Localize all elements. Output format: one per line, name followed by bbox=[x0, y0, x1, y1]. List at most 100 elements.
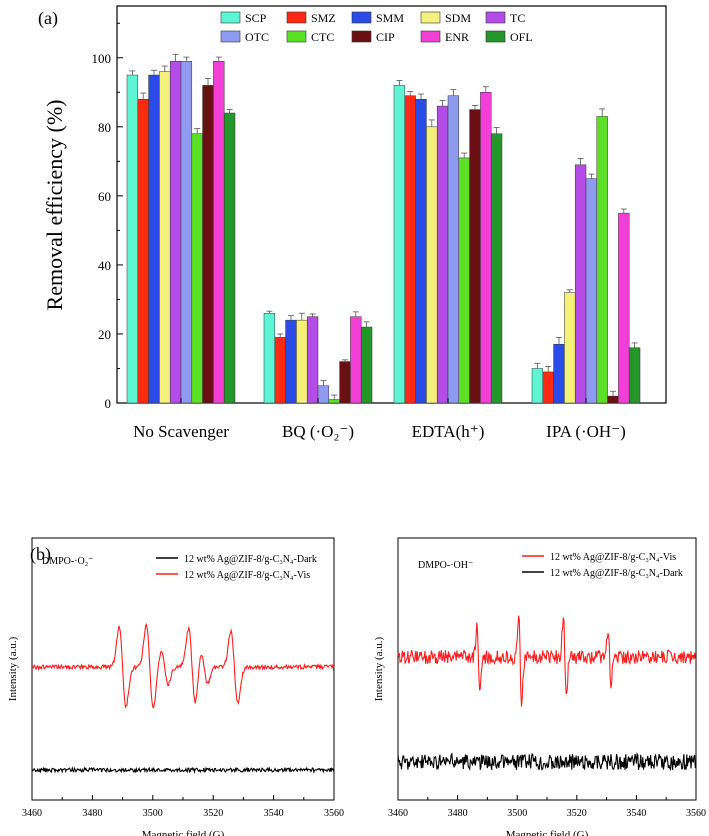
category-label: No Scavenger bbox=[133, 422, 229, 441]
legend-swatch-sdm bbox=[420, 11, 441, 24]
y-axis-title: Removal efficiency (%) bbox=[42, 100, 67, 311]
legend-label: CTC bbox=[311, 30, 334, 44]
bar-otc bbox=[585, 178, 598, 404]
bar-sdm bbox=[426, 126, 438, 404]
x-tick-label: 3500 bbox=[143, 808, 163, 819]
spectrum-dark bbox=[31, 766, 335, 774]
bar-scp bbox=[126, 74, 139, 404]
bar-scp bbox=[263, 312, 276, 404]
x-tick-label: 3520 bbox=[203, 808, 223, 819]
legend-label: OFL bbox=[510, 30, 533, 44]
legend-label: SMZ bbox=[311, 11, 336, 25]
x-tick-label: 3560 bbox=[324, 808, 344, 819]
bar-cip bbox=[607, 395, 619, 404]
legend-swatch-enr bbox=[420, 30, 441, 43]
bar-smz bbox=[542, 371, 554, 404]
bar-ctc bbox=[596, 116, 608, 404]
bar-scp bbox=[531, 368, 544, 404]
bar-tc bbox=[574, 164, 587, 404]
legend-swatch-tc bbox=[485, 11, 506, 24]
bar-otc bbox=[317, 385, 330, 404]
bar-smm bbox=[553, 344, 565, 404]
bar-cip bbox=[469, 109, 481, 404]
legend-label: SDM bbox=[445, 11, 471, 25]
y-tick-label: 0 bbox=[105, 396, 112, 411]
bar-ofl bbox=[223, 112, 236, 404]
x-tick-label: 3480 bbox=[448, 808, 468, 819]
bar-tc bbox=[436, 105, 449, 404]
legend-swatch-scp bbox=[220, 11, 241, 24]
x-tick-label: 3480 bbox=[82, 808, 102, 819]
legend-label: 12 wt% Ag@ZIF-8/g-C₃N₄-Dark bbox=[184, 554, 317, 565]
bar-sdm bbox=[296, 319, 308, 404]
bar-ctc bbox=[328, 399, 340, 404]
y-axis-title: Intensity (a.u.) bbox=[7, 636, 19, 701]
legend-label: SCP bbox=[245, 11, 267, 25]
legend-swatch-cip bbox=[351, 30, 372, 43]
bar-tc bbox=[169, 60, 182, 404]
legend-swatch-otc bbox=[220, 30, 241, 43]
bar-ofl bbox=[490, 133, 503, 404]
category-label: BQ (·O₂⁻) bbox=[282, 422, 354, 441]
bar-smz bbox=[274, 337, 286, 404]
bar-otc bbox=[180, 60, 193, 404]
bar-tc bbox=[306, 316, 319, 404]
legend-label: 12 wt% Ag@ZIF-8/g-C₃N₄-Dark bbox=[550, 568, 683, 579]
bar-enr bbox=[618, 212, 630, 404]
spectrum-vis bbox=[397, 615, 696, 707]
bar-smm bbox=[148, 74, 160, 404]
bar-enr bbox=[480, 92, 492, 404]
y-tick-label: 80 bbox=[98, 120, 111, 135]
spectrum-annotation: DMPO-·OH⁻ bbox=[418, 560, 473, 571]
x-tick-label: 3540 bbox=[264, 808, 284, 819]
legend-label: CIP bbox=[376, 30, 395, 44]
y-axis-title: Intensity (a.u.) bbox=[373, 636, 385, 701]
bar-smz bbox=[404, 95, 416, 404]
spectrum-dark bbox=[397, 752, 697, 772]
bar-cip bbox=[202, 85, 214, 404]
legend-swatch-ofl bbox=[485, 30, 506, 43]
bar-ofl bbox=[628, 347, 641, 404]
bar-sdm bbox=[159, 71, 171, 404]
bar-otc bbox=[447, 95, 460, 404]
x-axis-title: Magnetic field (G) bbox=[506, 829, 589, 836]
y-tick-label: 100 bbox=[92, 51, 112, 66]
x-tick-label: 3540 bbox=[626, 808, 646, 819]
bar-smm bbox=[285, 319, 297, 404]
y-tick-label: 20 bbox=[98, 327, 111, 342]
bar-ctc bbox=[458, 157, 470, 404]
bar-scp bbox=[393, 85, 406, 404]
legend-label: ENR bbox=[445, 30, 469, 44]
bar-ofl bbox=[360, 326, 373, 404]
bar-enr bbox=[213, 60, 225, 404]
bar-sdm bbox=[564, 292, 576, 404]
bar-enr bbox=[350, 316, 362, 404]
legend-label: 12 wt% Ag@ZIF-8/g-C₃N₄-Vis bbox=[184, 570, 310, 581]
panel-label-b: (b) bbox=[30, 544, 51, 565]
x-tick-label: 3460 bbox=[388, 808, 408, 819]
legend-label: TC bbox=[510, 11, 525, 25]
bar-smz bbox=[137, 98, 149, 404]
bar-chart-frame bbox=[116, 5, 667, 404]
panel-label-a: (a) bbox=[38, 8, 58, 29]
x-axis-title: Magnetic field (G) bbox=[142, 829, 225, 836]
legend-swatch-smz bbox=[286, 11, 307, 24]
x-tick-label: 3520 bbox=[567, 808, 587, 819]
legend-swatch-smm bbox=[351, 11, 372, 24]
spectrum-vis bbox=[31, 623, 335, 709]
bar-smm bbox=[415, 98, 427, 404]
bar-cip bbox=[339, 361, 351, 404]
legend-swatch-ctc bbox=[286, 30, 307, 43]
category-label: EDTA(h⁺) bbox=[412, 422, 485, 441]
y-tick-label: 40 bbox=[98, 258, 111, 273]
spectrum-annotation: DMPO-·O₂⁻ bbox=[42, 556, 94, 567]
x-tick-label: 3560 bbox=[686, 808, 706, 819]
category-label: IPA (·OH⁻) bbox=[546, 422, 626, 441]
x-tick-label: 3460 bbox=[22, 808, 42, 819]
bar-ctc bbox=[191, 133, 203, 404]
x-tick-label: 3500 bbox=[507, 808, 527, 819]
legend-label: OTC bbox=[245, 30, 269, 44]
legend-label: SMM bbox=[376, 11, 404, 25]
y-tick-label: 60 bbox=[98, 189, 111, 204]
